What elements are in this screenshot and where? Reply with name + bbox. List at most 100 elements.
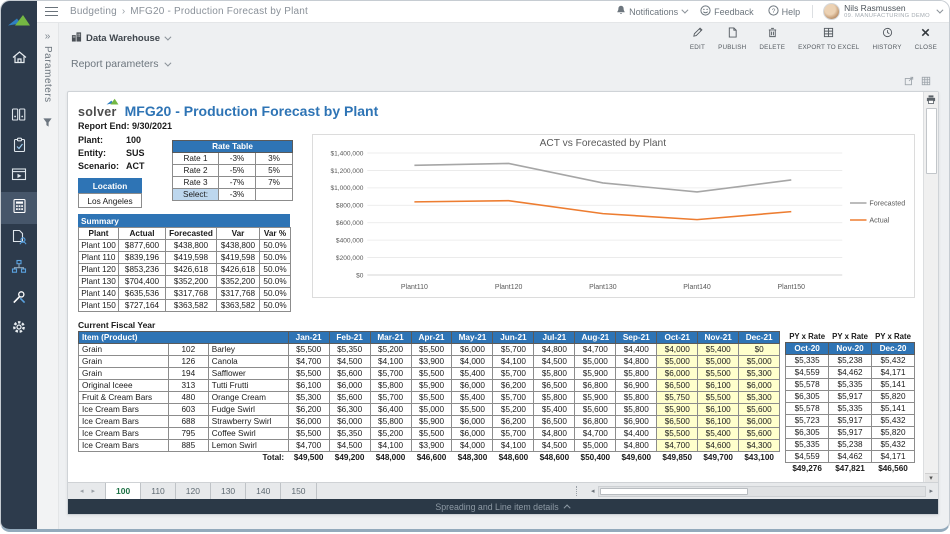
total-cell: $46,600 xyxy=(411,452,452,464)
tab-scroll-right-icon[interactable]: ▸ xyxy=(92,487,96,495)
sidebar-item-tasks[interactable] xyxy=(1,132,37,162)
sidebar-item-administration[interactable] xyxy=(1,284,37,314)
panel-corner-icons xyxy=(59,75,949,89)
sheet-tab-140[interactable]: 140 xyxy=(246,483,281,499)
horizontal-scrollbar[interactable]: ◂ ▸ xyxy=(586,483,938,499)
scroll-left-arrow[interactable]: ◂ xyxy=(588,487,598,495)
feedback-button[interactable]: Feedback xyxy=(700,5,754,18)
scrollbar-splitter[interactable] xyxy=(576,486,582,496)
sheet-tab-150[interactable]: 150 xyxy=(281,483,316,499)
forecast-input-cell[interactable]: $4,700 xyxy=(657,440,698,452)
value-cell: $5,700 xyxy=(493,428,534,440)
export-to-excel-button[interactable]: EXPORT TO EXCEL xyxy=(798,25,859,51)
hamburger-menu-icon[interactable] xyxy=(45,4,58,19)
report-parameters-dropdown[interactable]: Report parameters xyxy=(59,53,949,75)
chevron-up-icon xyxy=(563,504,570,511)
vertical-scroll-thumb[interactable] xyxy=(926,108,937,174)
sidebar-item-budgeting[interactable] xyxy=(1,192,37,224)
forecast-input-cell[interactable]: $6,000 xyxy=(657,368,698,380)
user-menu-chevron-icon[interactable] xyxy=(936,7,943,14)
expand-panel-icon[interactable]: » xyxy=(45,31,51,42)
popout-edit-icon[interactable] xyxy=(904,73,914,91)
forecast-input-cell[interactable]: $5,600 xyxy=(739,404,780,416)
spreading-details-bar[interactable]: Spreading and Line item details xyxy=(68,499,938,514)
location-value: Los Angeles xyxy=(78,193,142,208)
sheet-tab-120[interactable]: 120 xyxy=(176,483,211,499)
sheet-tab-110[interactable]: 110 xyxy=(141,483,176,499)
report-end-date: Report End: 9/30/2021 xyxy=(78,121,915,131)
item-name-cell: Safflower xyxy=(208,368,288,380)
forecast-input-cell[interactable]: $5,500 xyxy=(698,392,739,404)
value-cell: $5,400 xyxy=(534,404,575,416)
data-source-dropdown[interactable]: Data Warehouse xyxy=(71,31,169,45)
user-menu[interactable]: Nils Rasmussen 09. Manufacturing Demo xyxy=(844,4,930,20)
value-cell: $5,500 xyxy=(288,344,329,356)
scroll-right-arrow[interactable]: ▸ xyxy=(926,487,936,495)
sidebar xyxy=(1,1,37,529)
publish-button[interactable]: PUBLISH xyxy=(718,25,746,51)
total-cell: $49,700 xyxy=(698,452,739,464)
forecast-input-cell[interactable]: $6,500 xyxy=(657,416,698,428)
breadcrumb-root[interactable]: Budgeting xyxy=(70,6,117,17)
forecast-input-cell[interactable]: $5,300 xyxy=(739,392,780,404)
help-button[interactable]: ? Help xyxy=(768,5,801,18)
forecast-input-cell[interactable]: $5,400 xyxy=(698,344,739,356)
tab-scroll-left-icon[interactable]: ◂ xyxy=(80,487,84,495)
forecast-input-cell[interactable]: $5,750 xyxy=(657,392,698,404)
forecast-input-cell[interactable]: $5,900 xyxy=(657,404,698,416)
forecast-input-cell[interactable]: $5,500 xyxy=(657,428,698,440)
forecast-input-cell[interactable]: $6,100 xyxy=(698,404,739,416)
value-cell: $6,400 xyxy=(370,404,411,416)
forecast-input-cell[interactable]: $4,600 xyxy=(698,440,739,452)
bell-icon xyxy=(616,5,626,18)
forecast-input-cell[interactable]: $6,000 xyxy=(739,416,780,428)
forecast-input-cell[interactable]: $4,300 xyxy=(739,440,780,452)
delete-button[interactable]: DELETE xyxy=(759,25,785,51)
sidebar-item-presentation[interactable] xyxy=(1,162,37,192)
parameters-panel-collapsed[interactable]: » Parameters xyxy=(37,23,59,529)
sheet-tab-130[interactable]: 130 xyxy=(211,483,246,499)
filter-funnel-icon[interactable] xyxy=(42,115,53,133)
value-cell: $6,000 xyxy=(329,416,370,428)
horizontal-scroll-thumb[interactable] xyxy=(600,488,748,495)
item-category-cell: Ice Cream Bars xyxy=(79,416,169,428)
forecast-input-cell[interactable]: $5,000 xyxy=(698,356,739,368)
print-icon[interactable] xyxy=(925,92,938,106)
sidebar-item-report-designer[interactable] xyxy=(1,224,37,254)
forecast-input-cell[interactable]: $5,000 xyxy=(657,356,698,368)
forecast-input-cell[interactable]: $6,000 xyxy=(739,380,780,392)
summary-cell: Plant 100 xyxy=(79,240,119,252)
sidebar-item-home[interactable] xyxy=(1,44,37,74)
forecast-input-cell[interactable]: $5,600 xyxy=(739,428,780,440)
scroll-down-arrow[interactable]: ▾ xyxy=(925,473,938,482)
sheet-tab-100[interactable]: 100 xyxy=(105,483,141,499)
history-button[interactable]: HISTORY xyxy=(872,25,901,51)
edit-button[interactable]: EDIT xyxy=(690,25,705,51)
value-cell: $6,200 xyxy=(493,380,534,392)
close-button[interactable]: CLOSE xyxy=(915,25,937,51)
forecast-input-cell[interactable]: $5,500 xyxy=(698,368,739,380)
sidebar-item-reports[interactable] xyxy=(1,102,37,132)
forecast-input-cell[interactable]: $6,500 xyxy=(657,380,698,392)
grid-view-icon[interactable] xyxy=(921,73,931,91)
user-avatar[interactable] xyxy=(823,3,840,20)
py-value-cell: $4,462 xyxy=(829,367,872,379)
forecast-input-cell[interactable]: $5,400 xyxy=(698,428,739,440)
forecast-input-cell[interactable]: $4,000 xyxy=(657,344,698,356)
forecast-input-cell[interactable]: $6,100 xyxy=(698,416,739,428)
table-row: Fruit & Cream Bars480Orange Cream$5,300$… xyxy=(79,392,780,404)
forecast-input-cell[interactable]: $6,100 xyxy=(698,380,739,392)
spreading-details-label: Spreading and Line item details xyxy=(435,502,558,512)
pencil-icon xyxy=(692,25,703,43)
forecast-input-cell[interactable]: $5,000 xyxy=(739,356,780,368)
rate-value[interactable]: -3% xyxy=(219,189,256,201)
forecast-input-cell[interactable]: $0 xyxy=(739,344,780,356)
forecast-input-cell[interactable]: $5,300 xyxy=(739,368,780,380)
vertical-scrollbar[interactable]: ▾ xyxy=(923,92,938,482)
sidebar-item-settings[interactable] xyxy=(1,314,37,344)
value-cell: $6,900 xyxy=(616,380,657,392)
notifications-menu[interactable]: Notifications xyxy=(616,5,686,18)
value-cell: $5,350 xyxy=(329,344,370,356)
item-category-cell: Ice Cream Bars xyxy=(79,440,169,452)
sidebar-item-workflow[interactable] xyxy=(1,254,37,284)
